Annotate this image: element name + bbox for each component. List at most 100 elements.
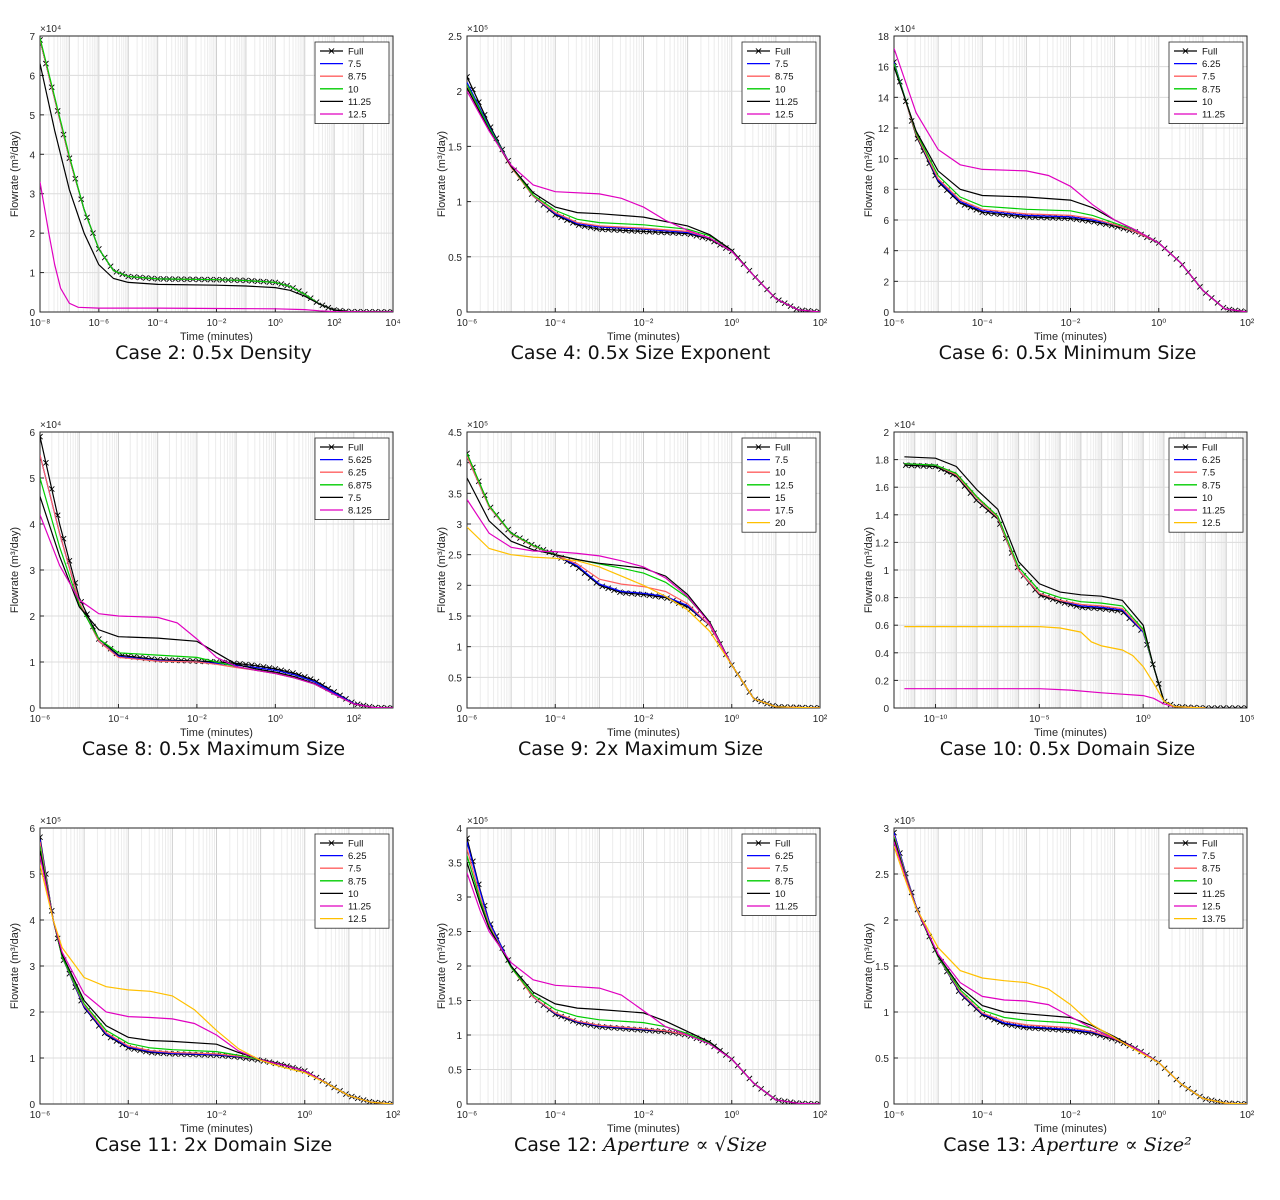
series-line (40, 496, 393, 708)
caption-text: Case 12: (514, 1134, 604, 1156)
x-tick-label: 10⁻⁵ (1029, 714, 1050, 725)
x-marker (1055, 1026, 1062, 1033)
legend-label: 8.125 (348, 506, 372, 517)
series-group (467, 450, 820, 708)
legend-label: 12.5 (348, 914, 367, 925)
x-tick-label: 10² (813, 714, 828, 725)
x-tick-label: 10⁻² (207, 1110, 227, 1121)
y-tick-label: 1 (456, 1031, 462, 1042)
x-tick-label: 10⁻⁴ (108, 714, 129, 725)
legend-label: 6.25 (1202, 455, 1221, 466)
x-marker (817, 705, 820, 708)
x-marker (593, 579, 600, 586)
legend-label: 10 (1202, 493, 1213, 504)
chart-svg: 0 1 2 3 4 5 6 10⁻⁶ 10⁻⁴ 10⁻² 10⁰ 10² ×10⁴ Time (minut… (9, 420, 394, 739)
chart-panel: 0 0.5 1 1.5 2 2.5 3 10⁻⁶ 10⁻⁴ 10⁻² 10⁰ 10² ×10⁵ Time … (854, 792, 1280, 1188)
x-tick-label: 10² (1240, 318, 1255, 329)
x-tick-label: 10⁰ (268, 714, 283, 725)
y-tick-label: 8 (883, 185, 889, 196)
x-tick-label: 10⁻⁶ (30, 1110, 51, 1121)
x-tick-label: 10⁰ (268, 318, 283, 329)
series-group (467, 835, 820, 1104)
x-marker (1049, 1026, 1056, 1033)
chart-svg: 0 2 4 6 8 10 12 14 16 18 10⁻⁶ 10⁻⁴ 10⁻² 10⁰ 10² ×10⁴ Tim… (863, 24, 1255, 343)
y-tick-label: 3 (29, 566, 35, 577)
y-tick-label: 14 (878, 93, 890, 104)
y-tick-label: 1.5 (875, 962, 889, 973)
y-tick-label: 0 (883, 1100, 889, 1111)
x-marker (894, 59, 897, 65)
chart-caption: Case 10: 0.5x Domain Size (939, 738, 1196, 760)
legend-label: Full (775, 47, 790, 58)
x-marker (973, 1006, 980, 1013)
x-marker (1032, 1025, 1039, 1032)
series-group (467, 73, 820, 312)
x-axis-label: Time (minutes) (1034, 331, 1107, 343)
y-multiplier: ×10⁴ (894, 420, 915, 431)
series-line (467, 872, 820, 1104)
y-tick-label: 0.5 (448, 1066, 462, 1077)
legend-label: Full (1202, 443, 1217, 454)
x-axis-label: Time (minutes) (180, 1123, 253, 1135)
chart-svg: 0 0.5 1 1.5 2 2.5 3 10⁻⁶ 10⁻⁴ 10⁻² 10⁰ 10² ×10⁵ Time … (863, 816, 1255, 1135)
y-tick-label: 2 (456, 962, 462, 973)
legend-label: 11.25 (1202, 110, 1225, 121)
y-tick-label: 4 (29, 916, 35, 927)
y-tick-label: 1 (456, 643, 462, 654)
x-tick-label: 10⁵ (1239, 714, 1254, 725)
x-marker (190, 658, 196, 664)
legend-label: 12.5 (348, 110, 367, 121)
gridlines (893, 827, 1247, 1105)
x-tick-label: 10⁰ (1151, 318, 1166, 329)
y-tick-label: 2 (29, 229, 35, 240)
legend-label: 11.25 (775, 902, 798, 913)
x-marker (1208, 705, 1215, 708)
y-tick-label: 1 (883, 1008, 889, 1019)
x-tick-label: 10⁻⁶ (30, 714, 51, 725)
y-tick-label: 1.5 (448, 612, 462, 623)
legend-label: 17.5 (775, 506, 794, 517)
y-tick-label: 4.5 (448, 428, 462, 439)
x-tick-label: 10⁰ (724, 318, 739, 329)
x-tick-label: 10⁻² (187, 714, 207, 725)
y-tick-label: 0.6 (875, 621, 889, 632)
x-marker (1238, 705, 1245, 708)
x-axis-label: Time (minutes) (180, 727, 253, 739)
x-tick-label: 10² (813, 1110, 828, 1121)
x-marker (467, 73, 470, 80)
x-marker (467, 450, 470, 457)
y-tick-label: 1.4 (875, 511, 889, 522)
x-marker (1226, 705, 1233, 708)
legend-label: Full (1202, 47, 1217, 58)
x-marker (107, 645, 114, 652)
y-tick-label: 1 (29, 1054, 35, 1065)
legend-box (314, 437, 390, 520)
y-tick-label: 2 (883, 428, 889, 439)
y-tick-label: 0 (456, 1100, 462, 1111)
y-tick-label: 3.5 (448, 859, 462, 870)
y-axis-label: Flowrate (m³/day) (863, 527, 875, 613)
x-marker (587, 575, 594, 581)
y-tick-label: 6 (883, 216, 889, 227)
chart-panel: 0 0.5 1 1.5 2 2.5 3 3.5 4 10⁻⁶ 10⁻⁴ 10⁻² 10⁰ 10² ×10⁵ T… (427, 792, 854, 1188)
y-tick-label: 6 (29, 428, 35, 439)
legend-label: 6.25 (348, 851, 367, 862)
legend-box (741, 833, 817, 916)
y-tick-label: 16 (878, 63, 890, 74)
y-tick-label: 2.5 (875, 870, 889, 881)
y-tick-label: 4 (883, 247, 889, 258)
x-tick-label: 10² (813, 318, 828, 329)
y-tick-label: 2 (456, 87, 462, 98)
legend-label: 10 (348, 889, 359, 900)
y-tick-label: 18 (878, 32, 890, 43)
chart-caption: Case 9: 2x Maximum Size (517, 738, 764, 760)
x-tick-label: 10⁻² (634, 714, 654, 725)
y-tick-label: 0 (29, 1100, 35, 1111)
x-marker (1244, 705, 1247, 708)
series-line (40, 864, 393, 1104)
y-tick-label: 6 (29, 71, 35, 82)
series-line (904, 456, 1206, 708)
legend-label: 8.75 (1202, 864, 1221, 875)
